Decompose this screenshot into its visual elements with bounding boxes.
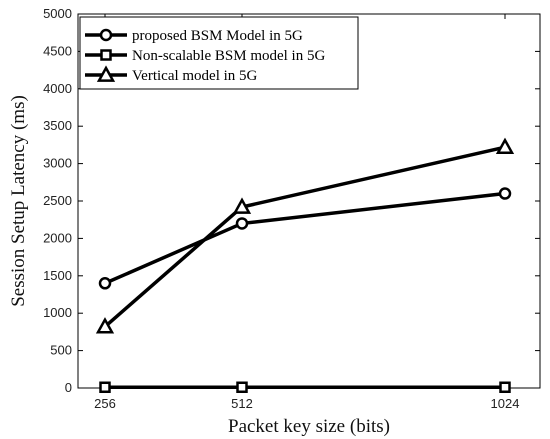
data-point-square: [236, 381, 248, 394]
y-tick-label: 0: [65, 380, 72, 395]
series-line-triangle: [103, 145, 506, 328]
y-tick-label: 500: [50, 343, 72, 358]
y-tick-label: 2500: [43, 193, 72, 208]
x-tick-label: 1024: [491, 396, 520, 411]
series-layer: [95, 137, 515, 394]
legend-marker-square: [100, 49, 112, 61]
x-axis: 256 512 1024: [94, 14, 519, 411]
series-circle: [98, 187, 512, 290]
y-tick-label: 3000: [43, 156, 72, 171]
data-point-triangle: [232, 197, 252, 214]
series-square: [99, 381, 511, 394]
legend-label: Non-scalable BSM model in 5G: [132, 48, 325, 64]
data-point-square: [499, 381, 511, 394]
legend-label: proposed BSM Model in 5G: [132, 28, 303, 44]
x-axis-title: Packet key size (bits): [228, 416, 390, 437]
x-tick-label: 256: [94, 396, 116, 411]
data-point-triangle: [495, 137, 515, 154]
data-point-circle: [235, 217, 249, 230]
y-axis: 0 500 1000 1500 2000 2500 3000 3500 4000 4500 5000: [43, 6, 540, 395]
data-point-circle: [98, 277, 112, 290]
legend-marker-circle: [99, 28, 113, 42]
x-tick-label: 512: [231, 396, 253, 411]
legend: proposed BSM Model in 5G Non-scalable BSM…: [79, 16, 359, 90]
y-tick-label: 3500: [43, 118, 72, 133]
y-tick-label: 5000: [43, 6, 72, 21]
data-point-triangle: [95, 317, 115, 334]
data-point-circle: [498, 187, 512, 200]
data-point-square: [99, 381, 111, 394]
y-tick-label: 4500: [43, 43, 72, 58]
y-tick-label: 4000: [43, 81, 72, 96]
y-tick-label: 1500: [43, 268, 72, 283]
series-triangle: [95, 137, 515, 334]
legend-label: Vertical model in 5G: [132, 68, 258, 84]
series-line-circle: [104, 191, 506, 285]
y-tick-label: 1000: [43, 305, 72, 320]
legend-marker-triangle: [96, 65, 116, 82]
legend-box: [79, 16, 359, 90]
y-tick-label: 2000: [43, 230, 72, 245]
y-axis-title: Session Setup Latency (ms): [8, 95, 29, 307]
